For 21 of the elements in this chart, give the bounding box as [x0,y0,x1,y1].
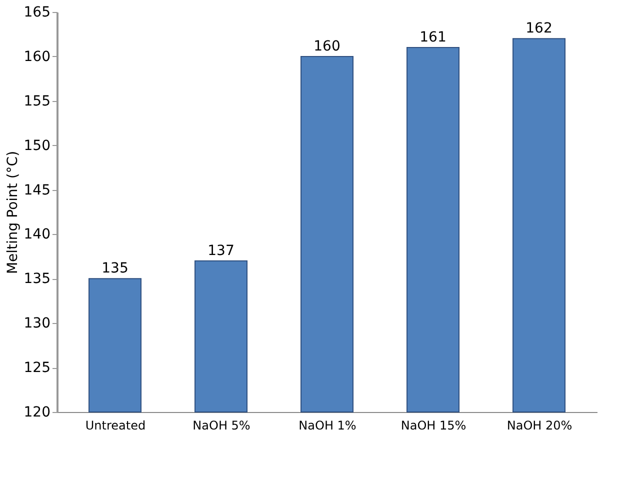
x-tick-label: Untreated [85,418,146,432]
y-tick-label: 135 [24,271,50,288]
data-label: 162 [526,20,552,37]
y-tick-label: 140 [24,226,50,243]
x-tick-label: NaOH 1% [298,418,356,432]
y-tick-label: 145 [24,182,50,198]
y-tick-label: 125 [24,360,50,376]
data-label: 137 [208,242,234,259]
y-tick-label: 130 [24,316,50,332]
y-axis-title: Melting Point (°C) [4,150,21,274]
y-tick-label: 150 [24,138,50,154]
data-label: 135 [102,260,128,277]
x-tick-label: NaOH 20% [506,418,572,432]
data-label: 160 [314,38,340,54]
x-tick-label: NaOH 5% [192,418,250,432]
y-tick-label: 165 [24,4,50,20]
y-tick-label: 160 [24,48,50,65]
y-tick-label: 155 [24,93,50,110]
data-label: 161 [420,30,446,46]
y-tick-label: 120 [24,404,50,420]
x-tick-label: NaOH 15% [400,418,466,432]
